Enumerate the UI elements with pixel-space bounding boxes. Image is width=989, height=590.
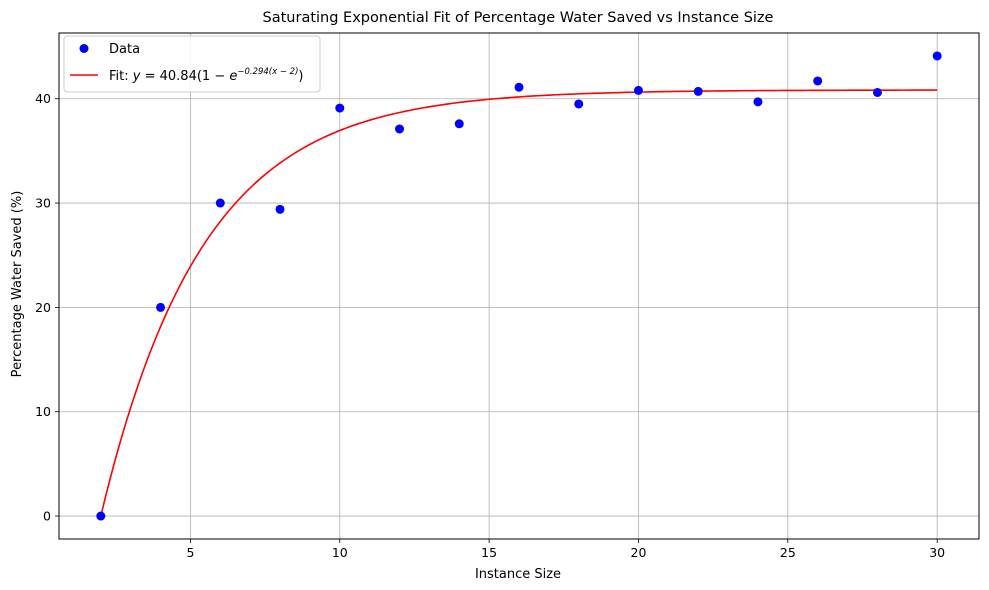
- legend-fit-label: Fit: y = 40.84(1 − e−0.294(x − 2)): [109, 67, 303, 84]
- legend-fit-e: e: [229, 69, 237, 84]
- y-tick-label: 0: [43, 509, 51, 524]
- plot-background: [59, 33, 979, 539]
- legend-data-marker: [79, 44, 89, 53]
- y-axis: 0 10 20 30 40: [35, 91, 59, 524]
- y-tick-label: 30: [35, 196, 51, 211]
- data-point: [156, 302, 166, 312]
- x-tick-label: 30: [929, 545, 945, 560]
- data-point: [753, 97, 763, 107]
- data-point: [514, 82, 524, 92]
- legend-fit-y: y: [132, 69, 141, 84]
- x-tick-label: 10: [332, 545, 348, 560]
- legend-data-label: Data: [109, 42, 140, 57]
- grid: [59, 33, 979, 539]
- x-tick-label: 15: [481, 545, 497, 560]
- legend-fit-eq: = 40.84(1 −: [140, 69, 229, 84]
- data-point: [813, 76, 823, 86]
- data-point: [932, 51, 942, 61]
- data-point: [215, 198, 225, 208]
- legend-box: [63, 35, 321, 93]
- fit-curve: [100, 89, 938, 517]
- data-point: [96, 511, 106, 521]
- y-tick-label: 20: [35, 300, 51, 315]
- legend-fit-prefix: Fit:: [109, 69, 133, 84]
- x-tick-label: 20: [631, 545, 647, 560]
- data-point: [454, 119, 464, 129]
- y-tick-label: 40: [35, 91, 51, 106]
- data-point: [574, 99, 584, 109]
- fit-layer: [100, 89, 938, 517]
- data-points: [96, 51, 942, 521]
- legend-fit-exp: −0.294(x − 2): [237, 67, 298, 77]
- x-tick-label: 25: [780, 545, 796, 560]
- legend: Data Fit: y = 40.84(1 − e−0.294(x − 2)): [63, 35, 321, 93]
- plot-area: [58, 32, 980, 540]
- legend-fit-close: ): [298, 69, 303, 84]
- y-axis-label: Percentage Water Saved (%): [10, 191, 25, 378]
- data-point: [872, 87, 882, 97]
- data-point: [633, 85, 643, 95]
- x-tick-label: 5: [186, 545, 194, 560]
- data-point: [335, 103, 345, 113]
- data-point: [693, 86, 703, 96]
- plot-frame: [58, 32, 980, 540]
- chart-title: Saturating Exponential Fit of Percentage…: [263, 10, 774, 26]
- x-axis: 5 10 15 20 25 30: [186, 539, 945, 560]
- data-point: [275, 204, 285, 214]
- y-tick-label: 10: [35, 404, 51, 419]
- x-axis-label: Instance Size: [475, 567, 561, 582]
- data-point: [395, 124, 405, 134]
